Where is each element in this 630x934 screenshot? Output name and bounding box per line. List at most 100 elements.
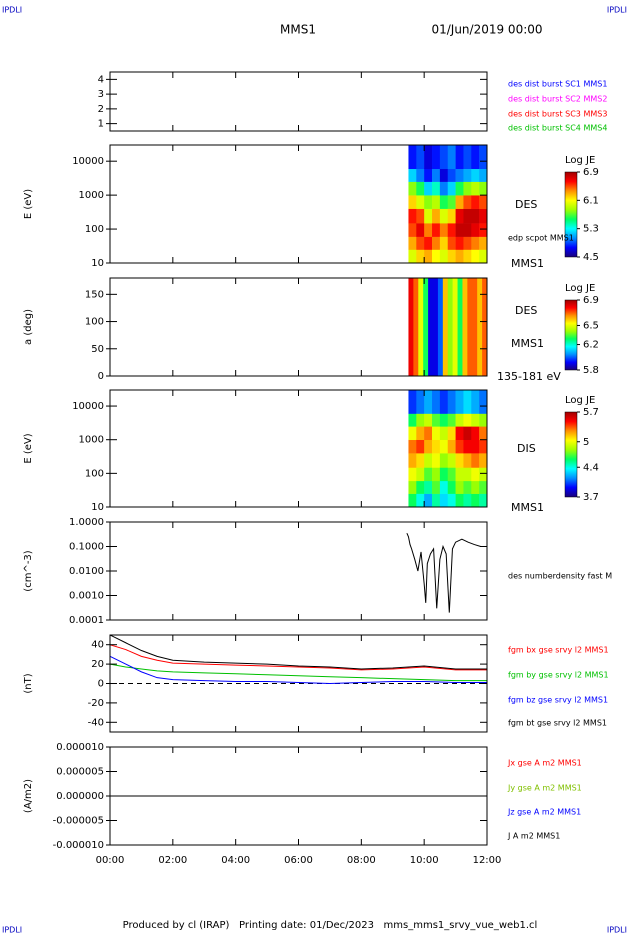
y-tick-label: 2 <box>98 104 104 115</box>
heat-cell <box>452 278 458 376</box>
title: MMS1 <box>280 23 316 37</box>
heat-cell <box>455 493 464 507</box>
colorbar <box>564 411 578 498</box>
series-line <box>110 663 487 682</box>
heat-cell <box>432 145 441 170</box>
heat-cell <box>408 278 414 376</box>
y-tick-label: 0.1000 <box>69 542 104 553</box>
heat-cell <box>455 467 464 482</box>
heat-cell <box>455 236 464 250</box>
x-tick-label: 04:00 <box>221 855 250 866</box>
heat-cell <box>416 467 425 482</box>
annotation: MMS1 <box>511 337 544 350</box>
heat-cell <box>463 493 472 507</box>
heat-cell <box>439 453 449 468</box>
heat-cell <box>416 493 425 507</box>
colorbar <box>564 171 578 258</box>
heat-cell <box>471 223 480 237</box>
heat-cell <box>471 181 480 196</box>
heat-cell <box>447 493 456 507</box>
y-tick-label: -40 <box>88 717 104 728</box>
heat-cell <box>479 467 487 482</box>
heat-cell <box>463 249 472 263</box>
colorbar-tick-label: 4.5 <box>583 252 599 263</box>
legend-label: des dist burst SC2 MMS2 <box>508 95 607 104</box>
colorbar-tick-label: 6.9 <box>583 295 599 306</box>
heat-cell <box>479 413 487 427</box>
heat-cell <box>467 278 473 376</box>
heat-cell <box>463 145 472 170</box>
heat-cell <box>455 145 464 170</box>
heat-cell <box>416 145 425 170</box>
heat-cell <box>413 278 419 376</box>
heat-cell <box>424 390 433 414</box>
heat-cell <box>432 426 441 441</box>
heat-cell <box>463 426 472 441</box>
heat-cell <box>408 426 417 441</box>
colorbar-title: Log JE <box>565 283 595 294</box>
y-tick-label: -0.000005 <box>53 816 104 827</box>
heat-cell <box>479 168 487 182</box>
series-line <box>406 532 487 613</box>
heat-cell <box>447 426 456 441</box>
heat-cell <box>424 145 433 170</box>
legend-label: des dist burst SC3 MMS3 <box>508 110 607 119</box>
legend-label: Jx gse A m2 MMS1 <box>507 759 582 768</box>
heat-cell <box>463 223 472 237</box>
y-tick-label: 3 <box>98 89 104 100</box>
heat-cell <box>408 223 417 237</box>
y-tick-label: 0.000000 <box>56 791 104 802</box>
heat-cell <box>428 278 434 376</box>
heat-cell <box>423 278 429 376</box>
legend-label: des dist burst SC4 MMS4 <box>508 124 607 133</box>
legend-label: fgm bt gse srvy l2 MMS1 <box>508 719 607 728</box>
corner-label: IPDLI <box>2 926 22 934</box>
y-axis-label: E (eV) <box>23 433 34 463</box>
heat-cell <box>447 236 456 250</box>
heat-cell <box>463 236 472 250</box>
heat-cell <box>462 278 468 376</box>
colorbar-tick-label: 3.7 <box>583 492 599 503</box>
colorbar-tick-label: 5.8 <box>583 365 599 376</box>
y-tick-label: 10 <box>91 502 104 513</box>
heat-cell <box>479 390 487 414</box>
heat-cell <box>482 278 487 376</box>
heat-cell <box>408 236 417 250</box>
heat-cell <box>447 208 456 224</box>
annotation: edp scpot MMS1 <box>508 234 574 243</box>
series-line <box>110 635 487 670</box>
heat-cell <box>424 453 433 468</box>
heat-cell <box>455 181 464 196</box>
x-tick-label: 02:00 <box>158 855 187 866</box>
series-line <box>110 655 487 685</box>
y-tick-label: 10 <box>91 258 104 269</box>
heat-cell <box>424 195 433 209</box>
heat-cell <box>416 480 425 494</box>
heat-cell <box>439 249 449 263</box>
heat-cell <box>424 493 433 507</box>
heat-cell <box>432 467 441 482</box>
heat-cell <box>439 208 449 224</box>
date: 01/Jun/2019 00:00 <box>431 23 542 37</box>
heat-cell <box>447 390 456 414</box>
legend-label: des numberdensity fast M <box>508 572 612 581</box>
plot-frame <box>109 71 488 132</box>
y-axis-label: (A/m2) <box>23 779 34 813</box>
heat-cell <box>432 208 441 224</box>
y-tick-label: 100 <box>85 468 104 479</box>
colorbar-tick-label: 6.5 <box>583 320 599 331</box>
y-axis-label: (nT) <box>23 673 34 693</box>
heat-cell <box>418 278 424 376</box>
heat-cell <box>408 195 417 209</box>
y-tick-label: 0.0001 <box>69 615 104 626</box>
heat-cell <box>439 480 449 494</box>
heat-cell <box>455 439 464 454</box>
y-tick-label: 20 <box>91 659 104 670</box>
y-tick-label: 1.0000 <box>69 517 104 528</box>
y-tick-label: 0.0010 <box>69 591 104 602</box>
heat-cell <box>447 439 456 454</box>
x-tick-label: 12:00 <box>473 855 502 866</box>
heat-cell <box>432 413 441 427</box>
heat-cell <box>471 480 480 494</box>
